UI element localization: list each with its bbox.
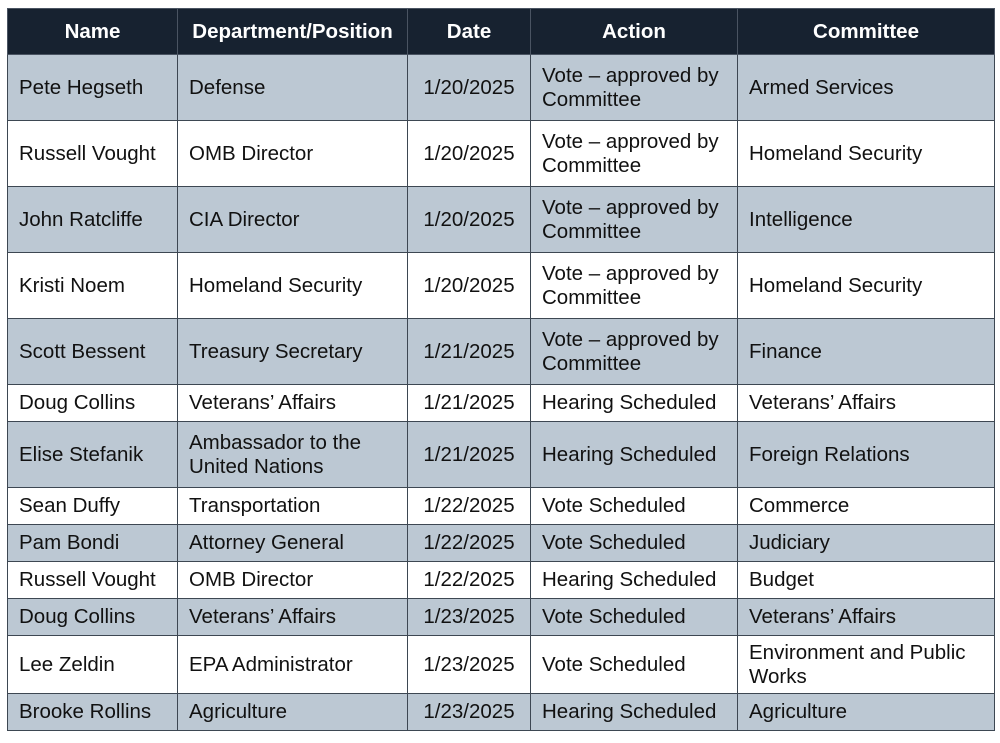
cell-name: Doug Collins <box>7 384 178 422</box>
cell-action: Hearing Scheduled <box>530 421 738 488</box>
table-row: Pete Hegseth Defense 1/20/2025 Vote – ap… <box>7 54 995 121</box>
cell-department: Attorney General <box>177 524 408 562</box>
table-row: Lee Zeldin EPA Administrator 1/23/2025 V… <box>7 635 995 694</box>
cell-name: Russell Vought <box>7 561 178 599</box>
header-row: Name Department/Position Date Action Com… <box>7 8 995 55</box>
table-row: Kristi Noem Homeland Security 1/20/2025 … <box>7 252 995 319</box>
cell-action: Hearing Scheduled <box>530 384 738 422</box>
cell-date: 1/23/2025 <box>407 598 531 636</box>
cell-date: 1/20/2025 <box>407 252 531 319</box>
cell-department: Veterans’ Affairs <box>177 598 408 636</box>
cell-committee: Foreign Relations <box>737 421 995 488</box>
cell-committee: Veterans’ Affairs <box>737 384 995 422</box>
table-row: Scott Bessent Treasury Secretary 1/21/20… <box>7 318 995 385</box>
cell-action: Vote – approved by Committee <box>530 120 738 187</box>
header-name: Name <box>7 8 178 55</box>
cell-committee: Agriculture <box>737 693 995 731</box>
cell-name: John Ratcliffe <box>7 186 178 253</box>
header-date: Date <box>407 8 531 55</box>
cell-name: Pete Hegseth <box>7 54 178 121</box>
cell-department: Defense <box>177 54 408 121</box>
cell-department: Agriculture <box>177 693 408 731</box>
cell-date: 1/23/2025 <box>407 693 531 731</box>
cell-committee: Intelligence <box>737 186 995 253</box>
header-committee: Committee <box>737 8 995 55</box>
table-row: John Ratcliffe CIA Director 1/20/2025 Vo… <box>7 186 995 253</box>
table-header: Name Department/Position Date Action Com… <box>7 8 995 55</box>
cell-action: Hearing Scheduled <box>530 693 738 731</box>
cell-date: 1/21/2025 <box>407 318 531 385</box>
cell-committee: Armed Services <box>737 54 995 121</box>
nominations-table-container: Name Department/Position Date Action Com… <box>7 8 995 731</box>
cell-department: CIA Director <box>177 186 408 253</box>
cell-date: 1/20/2025 <box>407 54 531 121</box>
cell-action: Hearing Scheduled <box>530 561 738 599</box>
cell-action: Vote – approved by Committee <box>530 318 738 385</box>
nominations-table: Name Department/Position Date Action Com… <box>7 8 995 731</box>
cell-department: Transportation <box>177 487 408 525</box>
cell-action: Vote Scheduled <box>530 635 738 694</box>
cell-name: Doug Collins <box>7 598 178 636</box>
table-row: Elise Stefanik Ambassador to the United … <box>7 421 995 488</box>
table-row: Russell Vought OMB Director 1/22/2025 He… <box>7 561 995 599</box>
cell-date: 1/20/2025 <box>407 186 531 253</box>
cell-department: OMB Director <box>177 120 408 187</box>
table-body: Pete Hegseth Defense 1/20/2025 Vote – ap… <box>7 54 995 731</box>
cell-department: EPA Administrator <box>177 635 408 694</box>
header-action: Action <box>530 8 738 55</box>
table-row: Sean Duffy Transportation 1/22/2025 Vote… <box>7 487 995 525</box>
cell-name: Brooke Rollins <box>7 693 178 731</box>
table-row: Russell Vought OMB Director 1/20/2025 Vo… <box>7 120 995 187</box>
cell-name: Pam Bondi <box>7 524 178 562</box>
cell-committee: Budget <box>737 561 995 599</box>
cell-date: 1/21/2025 <box>407 421 531 488</box>
cell-name: Russell Vought <box>7 120 178 187</box>
cell-committee: Environment and Public Works <box>737 635 995 694</box>
cell-action: Vote Scheduled <box>530 487 738 525</box>
cell-name: Kristi Noem <box>7 252 178 319</box>
cell-action: Vote – approved by Committee <box>530 252 738 319</box>
cell-date: 1/21/2025 <box>407 384 531 422</box>
cell-department: Treasury Secretary <box>177 318 408 385</box>
header-department-position: Department/Position <box>177 8 408 55</box>
cell-action: Vote – approved by Committee <box>530 54 738 121</box>
table-row: Doug Collins Veterans’ Affairs 1/21/2025… <box>7 384 995 422</box>
cell-date: 1/22/2025 <box>407 487 531 525</box>
cell-date: 1/20/2025 <box>407 120 531 187</box>
table-row: Pam Bondi Attorney General 1/22/2025 Vot… <box>7 524 995 562</box>
cell-department: Ambassador to the United Nations <box>177 421 408 488</box>
cell-department: Veterans’ Affairs <box>177 384 408 422</box>
cell-action: Vote – approved by Committee <box>530 186 738 253</box>
cell-action: Vote Scheduled <box>530 598 738 636</box>
cell-date: 1/23/2025 <box>407 635 531 694</box>
cell-name: Lee Zeldin <box>7 635 178 694</box>
cell-committee: Homeland Security <box>737 252 995 319</box>
cell-department: OMB Director <box>177 561 408 599</box>
table-row: Doug Collins Veterans’ Affairs 1/23/2025… <box>7 598 995 636</box>
cell-date: 1/22/2025 <box>407 524 531 562</box>
cell-name: Elise Stefanik <box>7 421 178 488</box>
cell-committee: Homeland Security <box>737 120 995 187</box>
cell-committee: Veterans’ Affairs <box>737 598 995 636</box>
cell-date: 1/22/2025 <box>407 561 531 599</box>
cell-department: Homeland Security <box>177 252 408 319</box>
cell-action: Vote Scheduled <box>530 524 738 562</box>
cell-committee: Judiciary <box>737 524 995 562</box>
cell-committee: Commerce <box>737 487 995 525</box>
cell-name: Sean Duffy <box>7 487 178 525</box>
cell-name: Scott Bessent <box>7 318 178 385</box>
table-row: Brooke Rollins Agriculture 1/23/2025 Hea… <box>7 693 995 731</box>
cell-committee: Finance <box>737 318 995 385</box>
